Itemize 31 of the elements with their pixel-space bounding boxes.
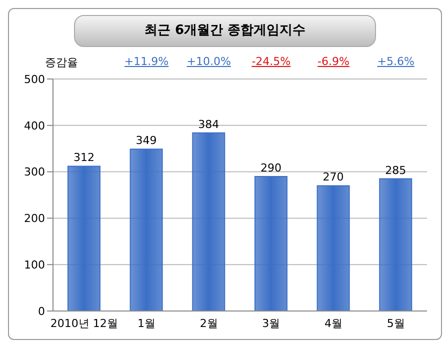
data-label: 349 [136, 134, 157, 148]
data-label: 384 [198, 118, 220, 131]
y-tick-label: 500 [24, 72, 45, 86]
text: -24.5% [252, 55, 291, 68]
y-tick-label: 300 [24, 166, 45, 179]
y-tick-label: 400 [24, 119, 45, 132]
data-label: 290 [260, 161, 282, 174]
x-tick-label: 2010년 12월 [50, 316, 118, 330]
bar [254, 176, 288, 311]
bar [316, 185, 350, 311]
text: +11.9% [124, 55, 169, 68]
y-tick-label: 0 [38, 304, 45, 318]
text: +5.6% [377, 55, 414, 68]
data-label: 270 [322, 170, 344, 184]
data-label: 312 [73, 151, 94, 164]
bar [130, 148, 163, 311]
text: +10.0% [186, 55, 231, 68]
text: 증감율 [45, 55, 78, 70]
bar [379, 178, 412, 311]
chart-title: 최근 6개월간 종합게임지수 [74, 15, 376, 47]
y-tick-label: 100 [24, 258, 45, 272]
x-tick-label: 2월 [200, 316, 218, 330]
y-tick-label: 200 [24, 212, 45, 226]
x-tick-label: 4월 [324, 316, 342, 330]
bar [67, 166, 100, 311]
text: -6.9% [318, 55, 350, 68]
x-tick-label: 5월 [386, 316, 405, 330]
x-tick-label: 3월 [262, 316, 280, 330]
bar [192, 132, 226, 311]
x-tick-label: 1월 [138, 316, 156, 330]
data-label: 285 [385, 164, 406, 177]
